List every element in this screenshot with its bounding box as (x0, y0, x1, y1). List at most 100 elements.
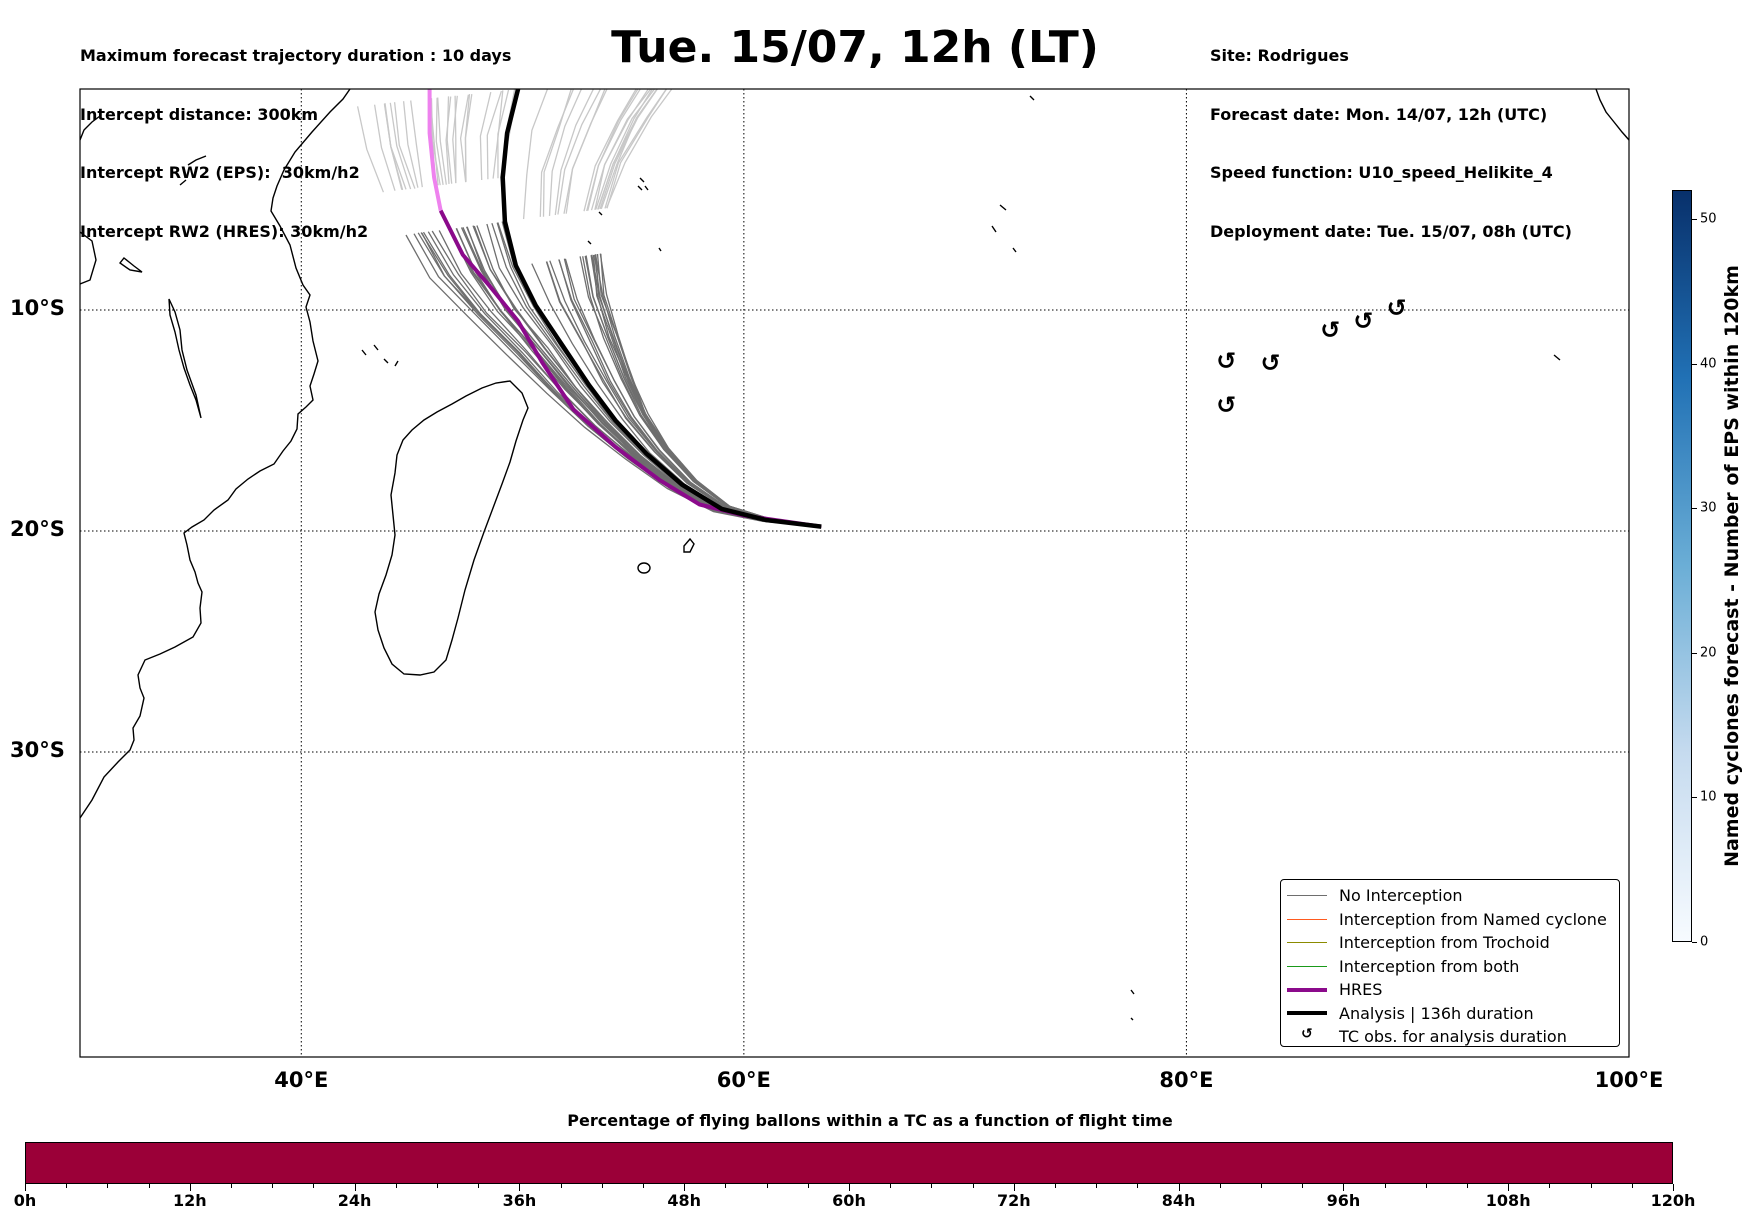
seychelles-islands (587, 177, 662, 252)
legend-label: Analysis | 136h duration (1339, 1003, 1534, 1023)
bottom-colorbar-tick (601, 1184, 603, 1188)
legend-symbol (1287, 958, 1327, 974)
eps-track-faded (563, 89, 606, 214)
bottom-colorbar-tick (1508, 1184, 1510, 1191)
eps-track-faded (594, 89, 652, 211)
eps-track-faded (445, 96, 452, 184)
eps-track-faded (554, 89, 595, 216)
legend-label: Interception from both (1339, 956, 1520, 976)
bottom-colorbar-title: Percentage of flying ballons within a TC… (567, 1111, 1173, 1130)
legend-label: HRES (1339, 980, 1383, 1000)
legend-label: Interception from Trochoid (1339, 933, 1550, 953)
bottom-colorbar-tick (25, 1184, 26, 1191)
bottom-colorbar-tick (1425, 1184, 1427, 1188)
legend-item: ↺ TC obs. for analysis duration (1287, 1025, 1619, 1049)
bottom-colorbar-tick (1219, 1184, 1221, 1188)
eps-track-faded (557, 89, 602, 215)
colorbar-tick (1692, 797, 1697, 799)
bottom-colorbar-tick (1590, 1184, 1592, 1188)
bottom-colorbar-tick-label: 0h (13, 1191, 37, 1210)
bottom-colorbar-tick (231, 1184, 232, 1188)
lon-label: 100°E (1594, 1068, 1664, 1092)
lat-label: 10°S (10, 296, 65, 320)
legend-line-swatch (1287, 895, 1327, 897)
eps-track-faded (389, 102, 412, 190)
eps-track-faded (454, 95, 457, 184)
colorbar-eps-count (1672, 190, 1692, 942)
eps-track (455, 227, 822, 528)
eps-track-faded (486, 90, 503, 180)
bottom-colorbar-tick (560, 1184, 562, 1188)
bottom-colorbar-tick (1261, 1184, 1262, 1188)
analysis-track (500, 89, 822, 529)
eps-track-faded (597, 89, 654, 210)
legend-label: Interception from Named cyclone (1339, 909, 1607, 929)
lake-victoria (80, 231, 97, 285)
legend-label: TC obs. for analysis duration (1339, 1027, 1567, 1047)
eps-track (449, 228, 822, 528)
eps-track-faded (435, 97, 444, 186)
legend-item: Interception from both (1287, 955, 1619, 979)
colorbar-tick (1692, 363, 1697, 365)
tc-obs-icon: ↺ (1387, 294, 1407, 322)
tc-obs-icon: ↺ (1353, 307, 1373, 335)
colorbar-tick (1692, 508, 1697, 510)
bottom-colorbar-tick-label: 96h (1326, 1191, 1361, 1210)
bottom-colorbar-tick (313, 1184, 315, 1188)
bottom-colorbar-tick-label: 36h (502, 1191, 537, 1210)
bottom-colorbar-tick (890, 1184, 892, 1188)
eps-track-faded (402, 101, 419, 188)
bottom-colorbar-tick-label: 120h (1650, 1191, 1696, 1210)
bottom-colorbar-tick (1178, 1184, 1180, 1191)
eps-track-faded (595, 89, 656, 210)
eps-track-faded (430, 98, 441, 186)
legend-item: Interception from Trochoid (1287, 931, 1619, 955)
legend-label: No Interception (1339, 886, 1463, 906)
eps-track-faded (393, 102, 416, 189)
eps-track-faded (373, 104, 396, 191)
header-left-line: Intercept distance: 300km (80, 104, 319, 124)
gridlines (80, 89, 1629, 1057)
eps-track-faded (459, 94, 470, 183)
legend-symbol (1287, 888, 1327, 904)
bottom-colorbar-tick (807, 1184, 809, 1188)
legend-item: No Interception (1287, 884, 1619, 908)
bottom-colorbar-tick (107, 1184, 109, 1188)
bottom-colorbar-tick (1096, 1184, 1098, 1188)
bottom-colorbar-tick (684, 1184, 686, 1191)
australia-fragment (1595, 89, 1629, 141)
eps-track (591, 254, 822, 528)
tc-obs-icon: ↺ (1216, 391, 1236, 419)
bottom-colorbar-tick (1384, 1184, 1386, 1188)
bottom-colorbar-tick (66, 1184, 68, 1188)
lat-label: 20°S (10, 517, 65, 541)
legend-line-swatch (1287, 942, 1327, 944)
tc-obs-icon: ↺ (1260, 349, 1280, 377)
legend-item: Interception from Named cyclone (1287, 908, 1619, 932)
eps-track-faded (356, 106, 385, 193)
bottom-colorbar-tick-label: 24h (337, 1191, 372, 1210)
hres-track (438, 209, 822, 529)
eps-track-faded (464, 94, 473, 182)
eps-track-faded (548, 89, 583, 216)
hres-track-faded (427, 89, 443, 211)
eps-track (431, 230, 822, 528)
comoros-islands (361, 344, 399, 367)
bottom-colorbar-tick-label: 108h (1485, 1191, 1531, 1210)
eps-track-faded (479, 91, 492, 181)
colorbar-tick (1692, 942, 1697, 943)
bottom-colorbar-tick-label: 84h (1161, 1191, 1196, 1210)
colorbar-tick-label: 40 (1700, 356, 1717, 372)
colorbar-eps-label: Named cyclones forecast - Number of EPS … (1721, 265, 1743, 867)
legend-symbol (1287, 1005, 1327, 1021)
bottom-colorbar-tick (148, 1184, 150, 1188)
eps-track (472, 225, 822, 528)
eps-track-faded (497, 89, 510, 179)
legend-line-swatch (1287, 987, 1327, 992)
lake-tanganyika (118, 257, 143, 273)
header-left-line: Maximum forecast trajectory duration : 1… (80, 46, 512, 65)
map-legend: No Interception Interception from Named c… (1280, 879, 1620, 1047)
bottom-colorbar-tick (437, 1184, 438, 1188)
bottom-colorbar-tick (1631, 1184, 1633, 1188)
bottom-colorbar-tick (272, 1184, 274, 1188)
